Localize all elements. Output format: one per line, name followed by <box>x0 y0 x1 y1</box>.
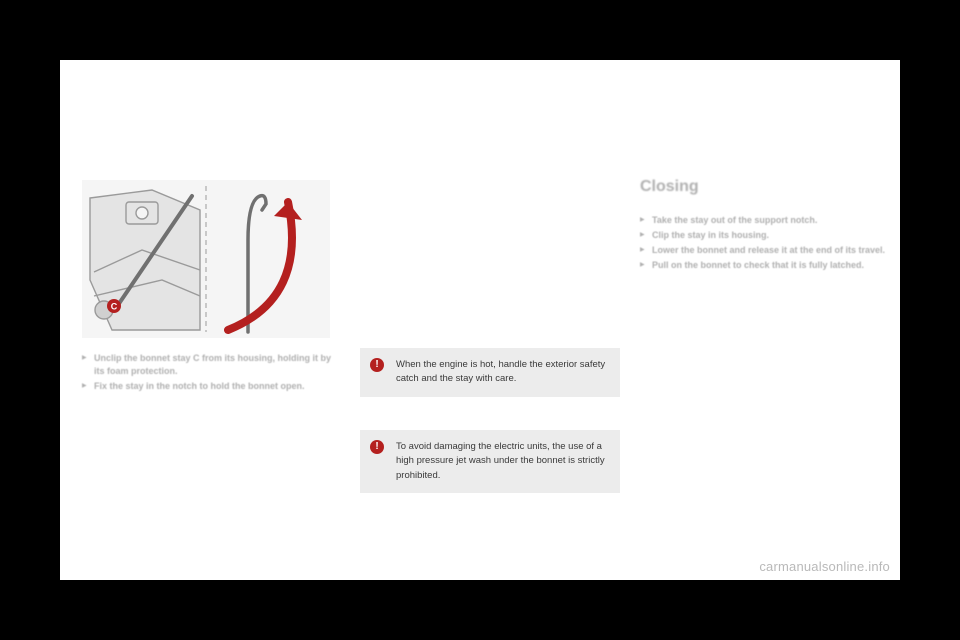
watermark-text: carmanualsonline.info <box>759 559 890 574</box>
list-item: Lower the bonnet and release it at the e… <box>640 244 890 257</box>
list-item: Unclip the bonnet stay C from its housin… <box>82 352 342 378</box>
warning-icon: ! <box>370 358 384 372</box>
bonnet-steps-list: Unclip the bonnet stay C from its housin… <box>82 352 342 395</box>
warning-callout-jet-wash: ! To avoid damaging the electric units, … <box>360 430 620 493</box>
warning-callout-hot-engine: ! When the engine is hot, handle the ext… <box>360 348 620 397</box>
warning-icon: ! <box>370 440 384 454</box>
closing-heading: Closing <box>640 178 890 196</box>
diagram-label-c: C <box>111 302 118 312</box>
list-item: Take the stay out of the support notch. <box>640 214 890 227</box>
callout-text: When the engine is hot, handle the exter… <box>396 359 605 384</box>
callout-text: To avoid damaging the electric units, th… <box>396 441 605 481</box>
bonnet-stay-diagram: C <box>82 180 330 338</box>
closing-section: Closing Take the stay out of the support… <box>640 178 890 274</box>
closing-steps-list: Take the stay out of the support notch. … <box>640 214 890 272</box>
list-item: Clip the stay in its housing. <box>640 229 890 242</box>
manual-page: C Unclip the bonnet stay C from its hous… <box>60 60 900 580</box>
list-item: Pull on the bonnet to check that it is f… <box>640 259 890 272</box>
list-item: Fix the stay in the notch to hold the bo… <box>82 380 342 393</box>
diagram-svg: C <box>82 180 330 338</box>
